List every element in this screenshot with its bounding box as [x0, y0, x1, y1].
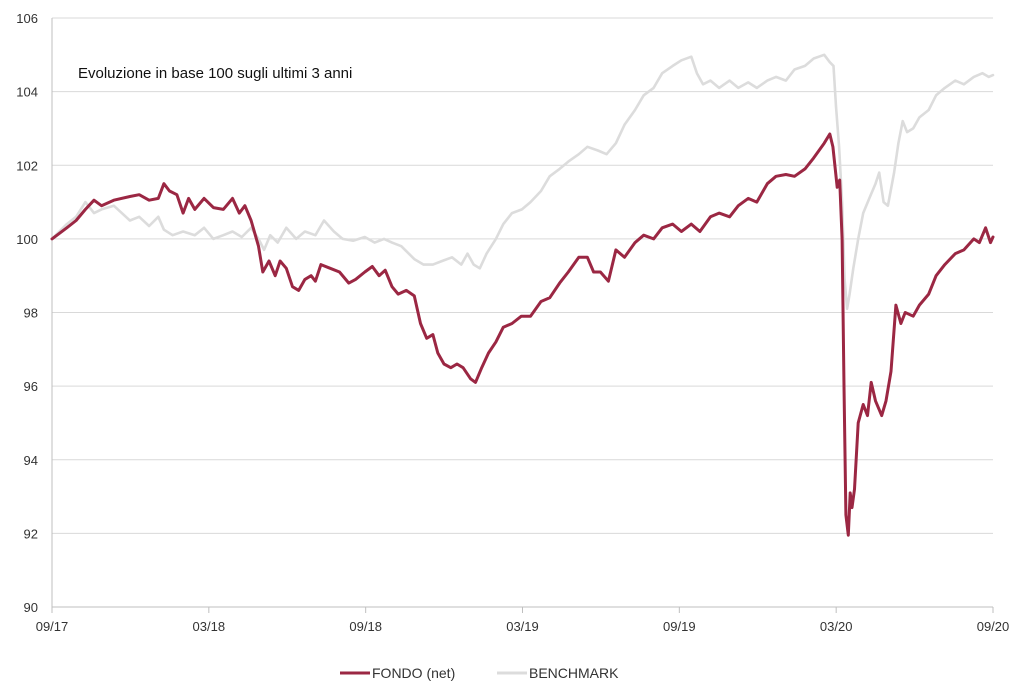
legend-item-fondo: FONDO (net)	[340, 665, 455, 681]
y-tick-label: 90	[24, 600, 38, 615]
x-tick-label: 09/19	[663, 619, 696, 634]
legend-label: FONDO (net)	[372, 665, 455, 681]
x-tick-label: 09/18	[349, 619, 382, 634]
series-line-benchmark	[50, 53, 995, 311]
y-tick-label: 96	[24, 379, 38, 394]
legend: FONDO (net) BENCHMARK	[340, 665, 619, 681]
y-tick-label: 98	[24, 306, 38, 321]
gridlines	[52, 17, 993, 534]
x-tick-label: 03/20	[820, 619, 853, 634]
x-tick-label: 03/19	[506, 619, 539, 634]
series-line-fondo	[50, 132, 995, 537]
axes: 90 92 94 96 98 100 102 104 106 09/17 03/18 09/18 03/…	[16, 11, 1009, 634]
y-tick-label: 102	[16, 158, 38, 173]
chart-title: Evoluzione in base 100 sugli ultimi 3 an…	[78, 65, 352, 82]
series-group	[50, 53, 995, 537]
legend-label: BENCHMARK	[529, 665, 619, 681]
y-tick-label: 94	[24, 453, 38, 468]
legend-item-benchmark: BENCHMARK	[497, 665, 619, 681]
x-tick-label: 09/20	[977, 619, 1010, 634]
y-tick-label: 104	[16, 85, 38, 100]
y-tick-label: 100	[16, 232, 38, 247]
y-tick-label: 92	[24, 526, 38, 541]
x-tick-label: 03/18	[193, 619, 226, 634]
x-tick-label: 09/17	[36, 619, 69, 634]
y-tick-label: 106	[16, 11, 38, 26]
